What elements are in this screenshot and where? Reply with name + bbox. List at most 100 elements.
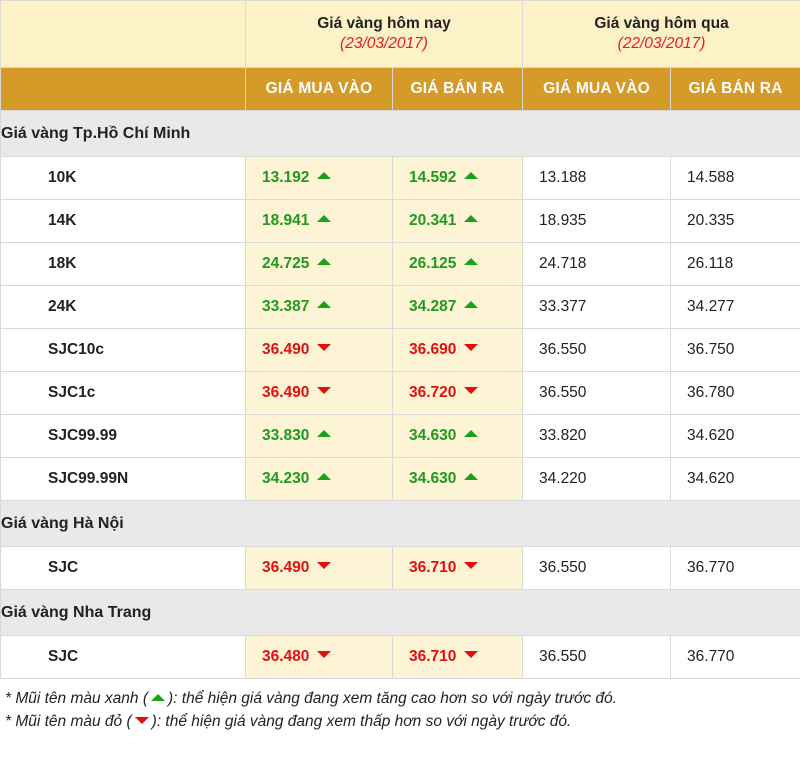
gold-type: SJC99.99 <box>0 414 246 458</box>
note-green-prefix: * Mũi tên màu xanh ( <box>5 690 149 707</box>
gold-type: SJC <box>0 546 246 590</box>
gold-type: SJC1c <box>0 371 246 415</box>
legend-notes: * Mũi tên màu xanh ( ): thể hiện giá vàng… <box>0 679 800 733</box>
table-row: SJC1c 36.490 36.720 36.550 36.780 <box>0 371 800 415</box>
group-name: Giá vàng Hà Nội <box>0 500 800 547</box>
table-row: SJC99.99 33.830 34.630 33.820 34.620 <box>0 414 800 458</box>
today-sell-value: 14.592 <box>409 169 457 186</box>
table-row: SJC10c 36.490 36.690 36.550 36.750 <box>0 328 800 372</box>
today-buy-value: 36.480 <box>262 648 310 665</box>
header-empty-cell <box>0 0 246 68</box>
today-sell-cell: 34.630 <box>391 457 524 501</box>
arrow-up-icon <box>464 172 479 180</box>
today-buy-value: 13.192 <box>262 169 310 186</box>
today-sell-value: 36.710 <box>409 559 457 576</box>
group-name: Giá vàng Nha Trang <box>0 589 800 636</box>
arrow-up-icon <box>317 301 332 309</box>
prev-sell-value: 20.335 <box>670 199 800 243</box>
gold-type: SJC10c <box>0 328 246 372</box>
today-buy-cell: 34.230 <box>245 457 393 501</box>
prev-buy-value: 24.718 <box>522 242 672 286</box>
arrow-down-icon <box>317 651 332 659</box>
table-row: SJC 36.480 36.710 36.550 36.770 <box>0 635 800 679</box>
table-row: 10K 13.192 14.592 13.188 14.588 <box>0 156 800 200</box>
today-buy-value: 36.490 <box>262 559 310 576</box>
today-sell-value: 36.720 <box>409 384 457 401</box>
arrow-up-icon <box>464 215 479 223</box>
today-sell-cell: 36.690 <box>391 328 524 372</box>
arrow-down-icon <box>317 562 332 570</box>
prev-sell-value: 36.780 <box>670 371 800 415</box>
prev-buy-value: 36.550 <box>522 371 672 415</box>
col-today-buy: GIÁ MUA VÀO <box>245 67 393 111</box>
prev-sell-value: 34.620 <box>670 457 800 501</box>
yesterday-date: (22/03/2017) <box>617 35 706 52</box>
today-sell-cell: 14.592 <box>391 156 524 200</box>
today-sell-cell: 36.710 <box>391 546 524 590</box>
today-sell-cell: 36.710 <box>391 635 524 679</box>
prev-buy-value: 13.188 <box>522 156 672 200</box>
today-sell-value: 34.287 <box>409 298 457 315</box>
prev-buy-value: 18.935 <box>522 199 672 243</box>
today-sell-value: 34.630 <box>409 470 457 487</box>
header-yesterday: Giá vàng hôm qua (22/03/2017) <box>522 0 800 68</box>
today-sell-value: 34.630 <box>409 427 457 444</box>
today-title: Giá vàng hôm nay <box>317 15 451 32</box>
today-buy-cell: 33.830 <box>245 414 393 458</box>
header-today: Giá vàng hôm nay (23/03/2017) <box>244 0 524 68</box>
arrow-down-icon <box>464 562 479 570</box>
arrow-up-icon <box>317 473 332 481</box>
prev-sell-value: 26.118 <box>670 242 800 286</box>
today-buy-cell: 36.480 <box>245 635 393 679</box>
today-sell-value: 26.125 <box>409 255 457 272</box>
today-buy-cell: 36.490 <box>245 371 393 415</box>
gold-price-table: Giá vàng hôm nay (23/03/2017) Giá vàng h… <box>0 0 800 679</box>
prev-sell-value: 36.770 <box>670 546 800 590</box>
today-buy-cell: 24.725 <box>245 242 393 286</box>
arrow-up-icon <box>464 473 479 481</box>
today-buy-value: 33.387 <box>262 298 310 315</box>
red-down-arrow-icon <box>134 716 149 724</box>
header-row-columns: GIÁ MUA VÀO GIÁ BÁN RA GIÁ MUA VÀO GIÁ B… <box>0 67 800 111</box>
gold-price-table-body: Giá vàng hôm nay (23/03/2017) Giá vàng h… <box>0 0 800 679</box>
header-blank <box>0 67 246 111</box>
group-name: Giá vàng Tp.Hồ Chí Minh <box>0 110 800 157</box>
group-row: Giá vàng Nha Trang <box>0 589 800 636</box>
arrow-down-icon <box>464 651 479 659</box>
prev-sell-value: 34.277 <box>670 285 800 329</box>
arrow-down-icon <box>317 387 332 395</box>
arrow-up-icon <box>317 258 332 266</box>
today-sell-cell: 20.341 <box>391 199 524 243</box>
arrow-down-icon <box>464 387 479 395</box>
table-row: 14K 18.941 20.341 18.935 20.335 <box>0 199 800 243</box>
today-sell-cell: 34.630 <box>391 414 524 458</box>
today-buy-value: 24.725 <box>262 255 310 272</box>
col-prev-sell: GIÁ BÁN RA <box>670 67 800 111</box>
today-buy-cell: 36.490 <box>245 328 393 372</box>
arrow-down-icon <box>464 344 479 352</box>
arrow-up-icon <box>317 172 332 180</box>
yesterday-title: Giá vàng hôm qua <box>594 15 729 32</box>
prev-buy-value: 36.550 <box>522 546 672 590</box>
group-row: Giá vàng Tp.Hồ Chí Minh <box>0 110 800 157</box>
table-row: SJC 36.490 36.710 36.550 36.770 <box>0 546 800 590</box>
today-sell-value: 36.710 <box>409 648 457 665</box>
table-row: SJC99.99N 34.230 34.630 34.220 34.620 <box>0 457 800 501</box>
col-prev-buy: GIÁ MUA VÀO <box>522 67 672 111</box>
today-sell-value: 36.690 <box>409 341 457 358</box>
arrow-up-icon <box>464 258 479 266</box>
arrow-down-icon <box>317 344 332 352</box>
note-green: * Mũi tên màu xanh ( ): thể hiện giá vàng… <box>5 688 800 711</box>
prev-buy-value: 33.820 <box>522 414 672 458</box>
today-buy-value: 18.941 <box>262 212 310 229</box>
today-buy-value: 33.830 <box>262 427 310 444</box>
header-row-dates: Giá vàng hôm nay (23/03/2017) Giá vàng h… <box>0 0 800 68</box>
arrow-up-icon <box>464 430 479 438</box>
today-sell-cell: 36.720 <box>391 371 524 415</box>
today-buy-value: 36.490 <box>262 384 310 401</box>
today-buy-value: 34.230 <box>262 470 310 487</box>
arrow-up-icon <box>317 215 332 223</box>
note-green-suffix: ): thể hiện giá vàng đang xem tăng cao h… <box>168 690 617 707</box>
today-buy-cell: 13.192 <box>245 156 393 200</box>
today-sell-cell: 26.125 <box>391 242 524 286</box>
